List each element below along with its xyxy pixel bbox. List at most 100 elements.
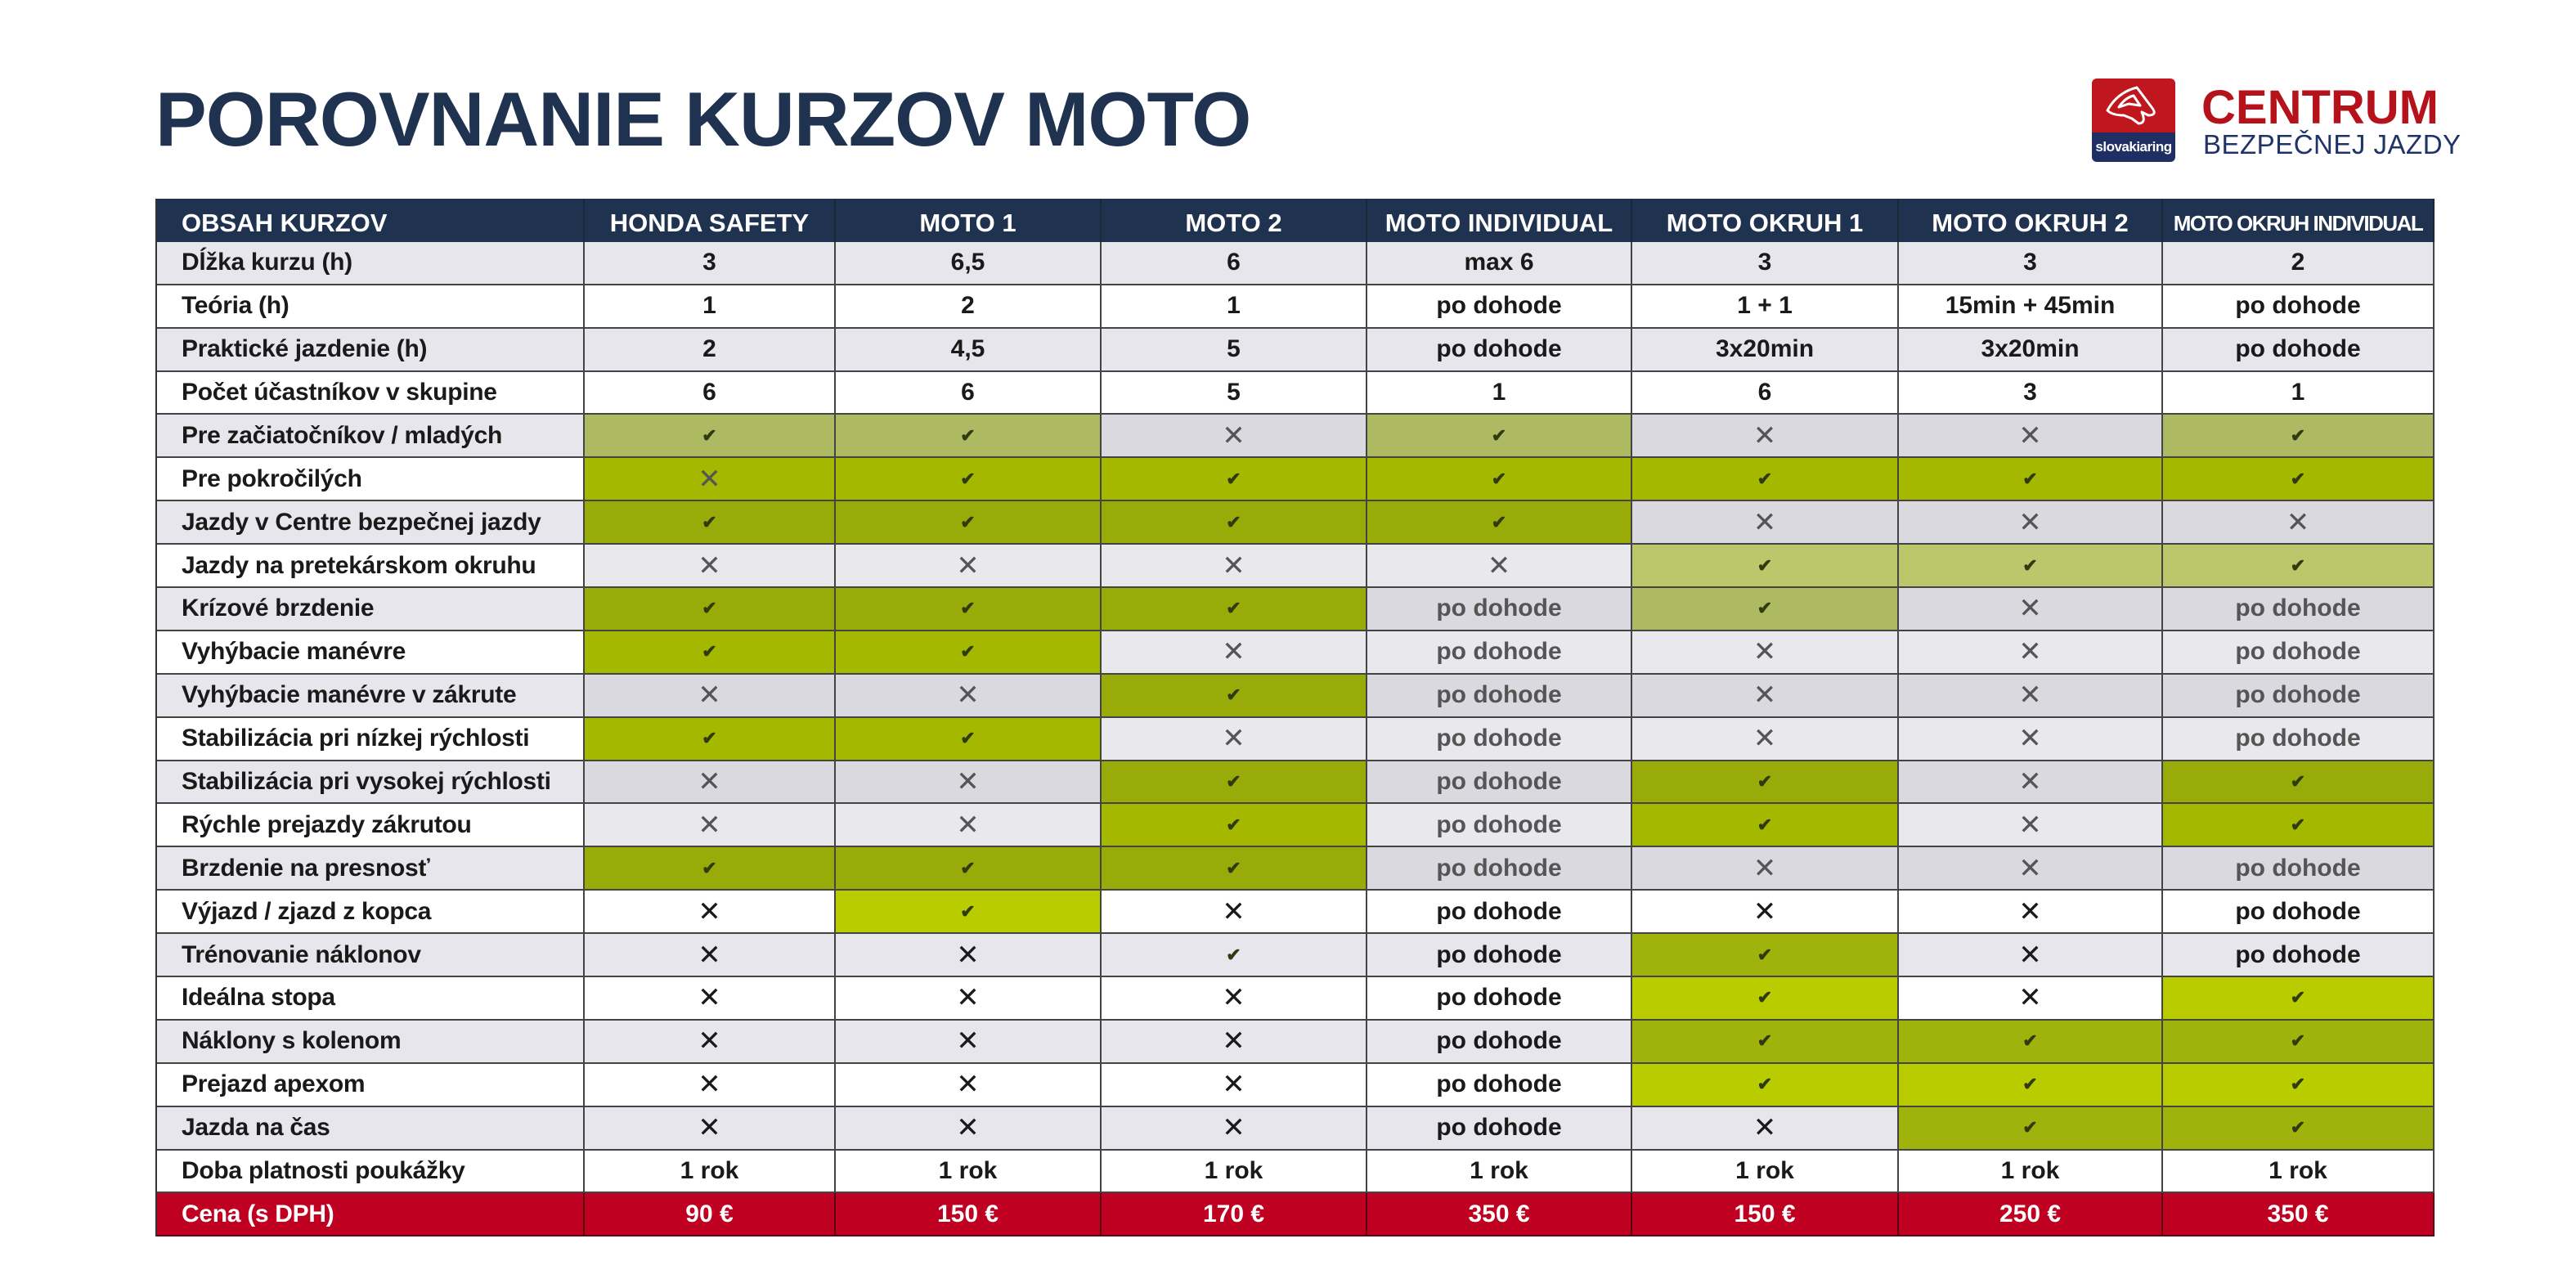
- check-icon: ✔: [1632, 1063, 1899, 1107]
- table-cell: 1: [585, 285, 836, 329]
- check-icon: ✔: [836, 717, 1102, 761]
- check-icon: ✔: [1632, 458, 1899, 502]
- check-icon: ✔: [585, 631, 836, 675]
- check-icon: ✔: [2163, 458, 2435, 502]
- row-label: Stabilizácia pri vysokej rýchlosti: [157, 761, 585, 805]
- check-icon: ✔: [585, 847, 836, 891]
- row-label: Vyhýbacie manévre: [157, 631, 585, 675]
- cross-icon: ✕: [1632, 674, 1899, 718]
- table-cell: po dohode: [2163, 891, 2435, 935]
- cross-icon: ✕: [585, 804, 836, 848]
- check-icon: ✔: [836, 415, 1102, 459]
- table-cell: po dohode: [1367, 717, 1632, 761]
- column-header: MOTO OKRUH 2: [1899, 199, 2163, 248]
- cross-icon: ✕: [836, 1106, 1102, 1151]
- cross-icon: ✕: [836, 934, 1102, 978]
- cross-icon: ✕: [1899, 717, 2163, 761]
- table-cell: 3: [1899, 241, 2163, 285]
- table-cell: po dohode: [1367, 1106, 1632, 1151]
- cross-icon: ✕: [1899, 977, 2163, 1021]
- cross-icon: ✕: [1632, 631, 1899, 675]
- table-cell: 1: [2163, 371, 2435, 415]
- cross-icon: ✕: [1899, 588, 2163, 631]
- table-cell: po dohode: [1367, 804, 1632, 848]
- check-icon: ✔: [1632, 545, 1899, 589]
- price-value: 170 €: [1102, 1193, 1367, 1237]
- row-label: Doba platnosti poukážky: [157, 1150, 585, 1194]
- cross-icon: ✕: [836, 1063, 1102, 1107]
- cross-icon: ✕: [1899, 891, 2163, 935]
- check-icon: ✔: [1632, 588, 1899, 631]
- check-icon: ✔: [2163, 415, 2435, 459]
- table-cell: po dohode: [2163, 717, 2435, 761]
- table-cell: po dohode: [1367, 977, 1632, 1021]
- cross-icon: ✕: [1102, 1106, 1367, 1151]
- cross-icon: ✕: [1102, 1020, 1367, 1064]
- row-label: Pre pokročilých: [157, 458, 585, 502]
- table-cell: 15min + 45min: [1899, 285, 2163, 329]
- cross-icon: ✕: [1102, 415, 1367, 459]
- cross-icon: ✕: [836, 1020, 1102, 1064]
- cross-icon: ✕: [585, 1063, 836, 1107]
- table-cell: 1 rok: [1632, 1150, 1899, 1194]
- cross-icon: ✕: [1899, 674, 2163, 718]
- row-label: Jazdy na pretekárskom okruhu: [157, 545, 585, 589]
- check-icon: ✔: [1102, 501, 1367, 545]
- cross-icon: ✕: [1899, 934, 2163, 978]
- cross-icon: ✕: [585, 674, 836, 718]
- check-icon: ✔: [1899, 1106, 2163, 1151]
- check-icon: ✔: [1367, 501, 1632, 545]
- cross-icon: ✕: [1367, 545, 1632, 589]
- check-icon: ✔: [1367, 415, 1632, 459]
- cross-icon: ✕: [1632, 501, 1899, 545]
- table-cell: 4,5: [836, 328, 1102, 372]
- check-icon: ✔: [1102, 761, 1367, 805]
- row-label: Teória (h): [157, 285, 585, 329]
- cross-icon: ✕: [836, 674, 1102, 718]
- table-cell: 1: [1367, 371, 1632, 415]
- table-cell: po dohode: [1367, 891, 1632, 935]
- price-value: 250 €: [1899, 1193, 2163, 1237]
- table-cell: 3: [585, 241, 836, 285]
- table-cell: 3: [1899, 371, 2163, 415]
- check-icon: ✔: [1367, 458, 1632, 502]
- check-icon: ✔: [1899, 1020, 2163, 1064]
- check-icon: ✔: [836, 891, 1102, 935]
- row-label: Dĺžka kurzu (h): [157, 241, 585, 285]
- check-icon: ✔: [2163, 1020, 2435, 1064]
- check-icon: ✔: [2163, 804, 2435, 848]
- cross-icon: ✕: [585, 934, 836, 978]
- page-title: POROVNANIE KURZOV MOTO: [155, 76, 1251, 162]
- row-label: Výjazd / zjazd z kopca: [157, 891, 585, 935]
- table-cell: 6: [1102, 241, 1367, 285]
- table-cell: 1 rok: [836, 1150, 1102, 1194]
- check-icon: ✔: [1102, 588, 1367, 631]
- column-header: HONDA SAFETY: [585, 199, 836, 248]
- table-cell: 6,5: [836, 241, 1102, 285]
- cross-icon: ✕: [1102, 545, 1367, 589]
- check-icon: ✔: [836, 847, 1102, 891]
- price-value: 350 €: [1367, 1193, 1632, 1237]
- cross-icon: ✕: [585, 761, 836, 805]
- cross-icon: ✕: [2163, 501, 2435, 545]
- table-cell: po dohode: [1367, 847, 1632, 891]
- row-label: Pre začiatočníkov / mladých: [157, 415, 585, 459]
- price-value: 150 €: [1632, 1193, 1899, 1237]
- cross-icon: ✕: [1632, 415, 1899, 459]
- row-label: Náklony s kolenom: [157, 1020, 585, 1064]
- table-cell: po dohode: [2163, 934, 2435, 978]
- check-icon: ✔: [2163, 977, 2435, 1021]
- table-cell: po dohode: [1367, 761, 1632, 805]
- course-comparison-table: OBSAH KURZOV HONDA SAFETY MOTO 1 MOTO 2 MOTO…: [155, 199, 2435, 1237]
- table-cell: po dohode: [2163, 674, 2435, 718]
- column-header-content: OBSAH KURZOV: [157, 199, 585, 248]
- table-cell: po dohode: [1367, 1063, 1632, 1107]
- cross-icon: ✕: [1102, 977, 1367, 1021]
- column-header: MOTO OKRUH INDIVIDUAL: [2163, 199, 2435, 248]
- table-cell: 1 rok: [1899, 1150, 2163, 1194]
- cross-icon: ✕: [1899, 847, 2163, 891]
- check-icon: ✔: [585, 415, 836, 459]
- logo-badge-text: slovakiaring: [2092, 132, 2175, 162]
- row-label: Stabilizácia pri nízkej rýchlosti: [157, 717, 585, 761]
- row-label: Brzdenie na presnosť: [157, 847, 585, 891]
